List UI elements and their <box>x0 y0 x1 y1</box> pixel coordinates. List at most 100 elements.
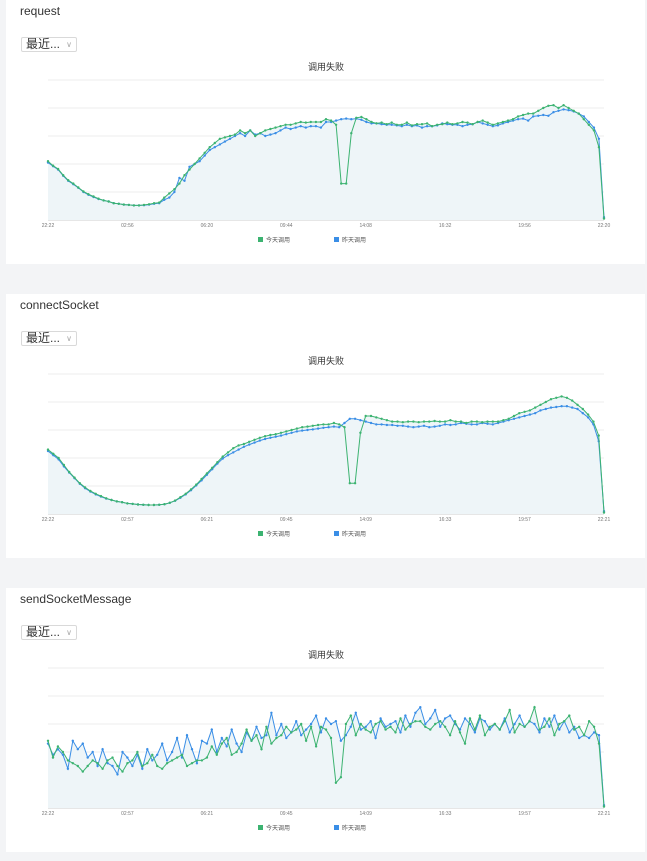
data-point <box>290 731 293 734</box>
data-point <box>370 120 373 124</box>
chevron-down-icon[interactable]: ∨ <box>66 334 72 343</box>
x-tick-label: 22:20 <box>598 223 611 229</box>
data-point <box>384 725 387 728</box>
data-point <box>332 421 336 425</box>
data-point <box>275 734 278 737</box>
data-point <box>111 756 114 759</box>
data-point <box>374 722 377 726</box>
data-point <box>353 417 357 420</box>
data-point <box>146 762 149 765</box>
data-point <box>208 148 211 152</box>
data-point <box>552 111 555 114</box>
data-point <box>521 117 525 120</box>
data-point <box>158 201 161 204</box>
data-point <box>132 204 136 207</box>
data-point <box>78 482 82 485</box>
data-point <box>284 126 287 129</box>
data-point <box>448 714 452 717</box>
data-point <box>96 762 99 765</box>
data-point <box>76 748 80 751</box>
data-point <box>274 132 277 135</box>
data-point <box>521 113 525 117</box>
data-point <box>453 720 457 723</box>
data-point <box>279 125 282 128</box>
x-tick-label: 16:32 <box>439 223 452 229</box>
data-point <box>458 731 462 734</box>
data-point <box>259 132 262 135</box>
data-point <box>571 406 574 409</box>
data-point <box>345 182 348 185</box>
legend-label-today: 今天调用 <box>266 824 290 832</box>
data-point <box>348 482 351 485</box>
x-tick-label: 19:57 <box>518 517 531 523</box>
data-point <box>544 400 547 404</box>
data-point <box>319 126 323 129</box>
time-range-select[interactable]: 最近... ∨ <box>21 625 77 640</box>
data-point <box>527 119 530 122</box>
data-point <box>476 120 479 124</box>
data-point <box>567 106 570 110</box>
data-point <box>62 174 65 177</box>
legend-label-yesterday: 昨天调用 <box>342 530 366 538</box>
data-point <box>237 444 240 447</box>
data-point <box>468 717 472 720</box>
data-point <box>380 417 383 420</box>
data-point <box>429 717 432 720</box>
data-point <box>379 720 382 723</box>
data-point <box>466 121 469 124</box>
data-point <box>71 762 75 765</box>
data-point <box>230 753 233 756</box>
data-point <box>46 448 50 451</box>
data-point <box>486 121 489 124</box>
data-point <box>295 728 298 731</box>
data-point <box>329 736 333 740</box>
data-point <box>496 420 500 423</box>
data-point <box>390 123 393 127</box>
chevron-down-icon[interactable]: ∨ <box>66 628 72 637</box>
time-range-select[interactable]: 最近... ∨ <box>21 331 77 346</box>
data-point <box>443 420 447 423</box>
data-point <box>158 503 161 506</box>
data-point <box>343 426 346 429</box>
data-point <box>253 438 256 441</box>
data-point <box>404 714 407 717</box>
data-point <box>417 421 420 424</box>
data-point <box>547 114 550 118</box>
data-point <box>338 423 341 426</box>
data-point <box>163 198 166 201</box>
data-point <box>195 759 199 762</box>
data-point <box>221 457 224 460</box>
data-point <box>369 731 372 734</box>
data-point <box>235 742 238 745</box>
data-point <box>533 706 536 709</box>
data-point <box>481 122 484 125</box>
panel-sendsocketmessage: sendSocketMessage 最近... ∨ 22:22 02:57 06:2… <box>6 588 645 852</box>
data-point <box>280 734 283 737</box>
data-point <box>260 748 263 751</box>
data-point <box>396 420 399 423</box>
data-point <box>422 420 426 423</box>
x-tick-label: 02:56 <box>121 223 134 229</box>
time-range-select[interactable]: 最近... ∨ <box>21 37 77 52</box>
data-point <box>175 736 179 740</box>
data-point <box>446 121 449 124</box>
chevron-down-icon[interactable]: ∨ <box>66 40 72 49</box>
data-point <box>285 725 288 728</box>
data-point <box>401 424 404 427</box>
data-point <box>319 120 323 124</box>
data-point <box>237 448 240 451</box>
data-point <box>301 426 304 429</box>
data-point <box>269 133 272 136</box>
data-point <box>116 764 119 768</box>
data-point <box>223 136 227 139</box>
data-point <box>116 773 119 776</box>
data-point <box>334 123 338 127</box>
data-point <box>466 123 469 127</box>
legend-label-today: 今天调用 <box>266 236 290 244</box>
data-point <box>127 203 131 207</box>
data-point <box>329 119 333 122</box>
x-tick-label: 09:45 <box>280 811 293 817</box>
data-point <box>156 764 159 768</box>
data-point <box>200 477 203 481</box>
x-tick-label: 06:21 <box>201 517 214 523</box>
